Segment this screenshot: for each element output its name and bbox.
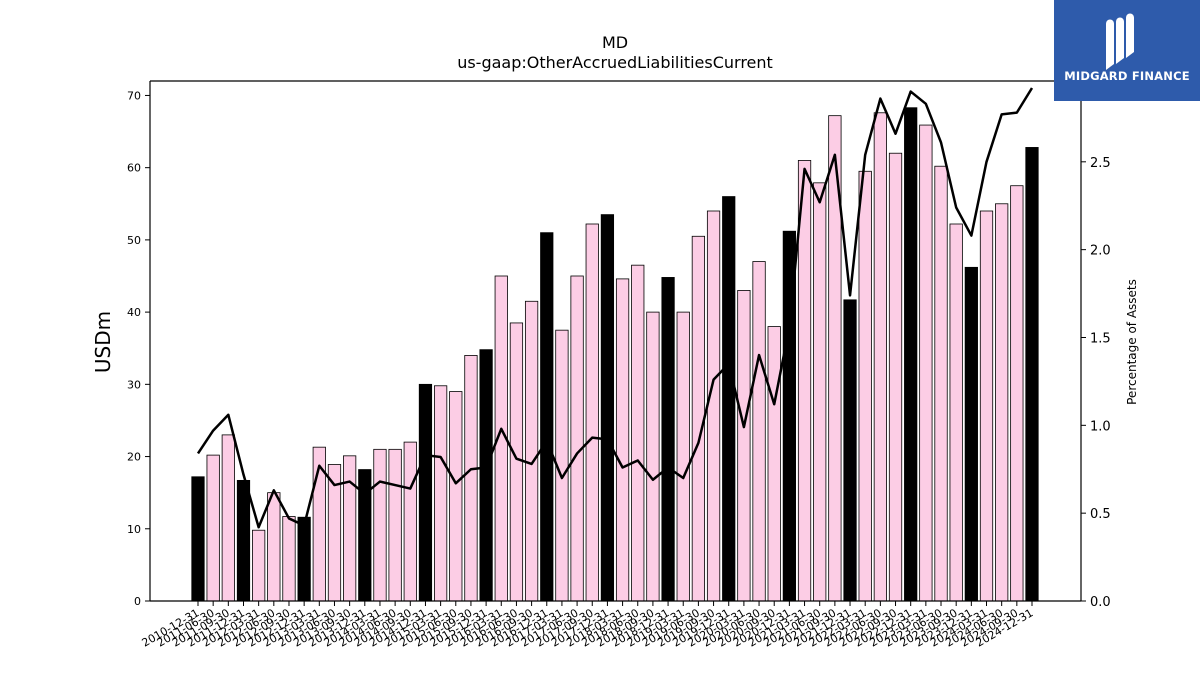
bar-2016-12-31 bbox=[540, 232, 554, 602]
bar-2014-09-30 bbox=[403, 441, 417, 602]
bar-2011-09-30 bbox=[221, 434, 235, 602]
bar-2015-09-30 bbox=[464, 355, 478, 602]
logo-mark-icon bbox=[1106, 13, 1134, 70]
bars-layer bbox=[191, 107, 1039, 602]
bar-2017-12-31 bbox=[600, 214, 615, 602]
bar-2022-06-30 bbox=[873, 112, 887, 602]
y2-tick-label: 2.0 bbox=[1090, 244, 1111, 259]
bar-2015-06-30 bbox=[449, 391, 463, 602]
bar-2023-03-31 bbox=[919, 124, 933, 602]
axes-layer: 0102030405060700.00.51.01.52.02.52010-12… bbox=[127, 80, 1111, 650]
bar-2013-09-30 bbox=[343, 455, 357, 602]
logo-text: MIDGARD FINANCE bbox=[1064, 69, 1190, 83]
y-axis-label: USDm bbox=[91, 311, 115, 373]
y-tick-label: 10 bbox=[127, 523, 141, 536]
bar-2014-06-30 bbox=[388, 448, 402, 602]
bar-2012-12-31 bbox=[297, 516, 311, 602]
bar-2024-09-30 bbox=[1010, 185, 1024, 602]
bar-2022-03-31 bbox=[858, 170, 872, 602]
bar-2015-03-31 bbox=[433, 385, 448, 602]
bar-2018-12-31 bbox=[661, 277, 675, 602]
y2-axis-label: Percentage of Assets bbox=[1125, 279, 1139, 405]
bar-2012-06-30 bbox=[267, 492, 281, 602]
bar-2016-06-30 bbox=[509, 322, 524, 602]
bar-2024-06-30 bbox=[995, 203, 1009, 602]
bar-2024-03-31 bbox=[979, 210, 994, 602]
bar-2019-06-30 bbox=[691, 235, 706, 602]
bar-2017-06-30 bbox=[570, 275, 584, 602]
y2-tick-label: 2.5 bbox=[1090, 156, 1111, 171]
y-tick-label: 40 bbox=[127, 306, 141, 319]
bar-2018-03-31 bbox=[615, 278, 630, 602]
bar-2022-12-31 bbox=[904, 107, 918, 602]
bar-2011-12-31 bbox=[236, 479, 251, 602]
bar-2023-06-30 bbox=[934, 165, 948, 602]
bar-2016-09-30 bbox=[524, 300, 539, 602]
y2-tick-label: 1.0 bbox=[1090, 419, 1111, 434]
y-tick-label: 0 bbox=[134, 595, 141, 608]
y-tick-label: 70 bbox=[127, 89, 141, 102]
bar-2024-12-31 bbox=[1025, 147, 1039, 602]
bar-2012-03-31 bbox=[252, 529, 266, 602]
y2-tick-label: 1.5 bbox=[1090, 331, 1111, 346]
bar-2014-12-31 bbox=[418, 383, 433, 602]
line-layer bbox=[196, 87, 1034, 529]
bar-2014-03-31 bbox=[373, 448, 387, 602]
bar-2017-09-30 bbox=[585, 223, 599, 602]
bar-2011-06-30 bbox=[206, 454, 220, 602]
bar-2018-09-30 bbox=[646, 311, 660, 602]
y2-tick-label: 0.5 bbox=[1090, 507, 1111, 522]
bar-2023-09-30 bbox=[949, 223, 963, 602]
y-tick-label: 30 bbox=[127, 378, 141, 391]
bar-2020-06-30 bbox=[752, 261, 766, 602]
bar-2022-09-30 bbox=[888, 152, 903, 602]
chart-subtitle: us-gaap:OtherAccruedLiabilitiesCurrent bbox=[457, 53, 773, 72]
bar-2012-09-30 bbox=[282, 516, 296, 602]
bar-2020-09-30 bbox=[767, 326, 781, 602]
y-tick-label: 20 bbox=[127, 451, 141, 464]
bar-2018-06-30 bbox=[631, 264, 645, 602]
bar-2021-12-31 bbox=[843, 299, 857, 602]
y-tick-label: 60 bbox=[127, 162, 141, 175]
bar-2015-12-31 bbox=[479, 349, 493, 602]
bar-2021-06-30 bbox=[813, 182, 827, 602]
chart-title: MD bbox=[602, 33, 628, 52]
bar-2019-03-31 bbox=[676, 311, 690, 602]
bar-2010-12-31 bbox=[191, 476, 205, 602]
midgard-finance-logo: MIDGARD FINANCE bbox=[1054, 0, 1200, 101]
pct-assets-line bbox=[196, 87, 1034, 529]
bar-2020-03-31 bbox=[737, 290, 751, 602]
y2-tick-label: 0.0 bbox=[1090, 595, 1111, 610]
bar-2019-09-30 bbox=[706, 210, 721, 602]
bar-2023-12-31 bbox=[964, 266, 978, 602]
y-tick-label: 50 bbox=[127, 234, 141, 247]
bar-2019-12-31 bbox=[722, 196, 736, 602]
